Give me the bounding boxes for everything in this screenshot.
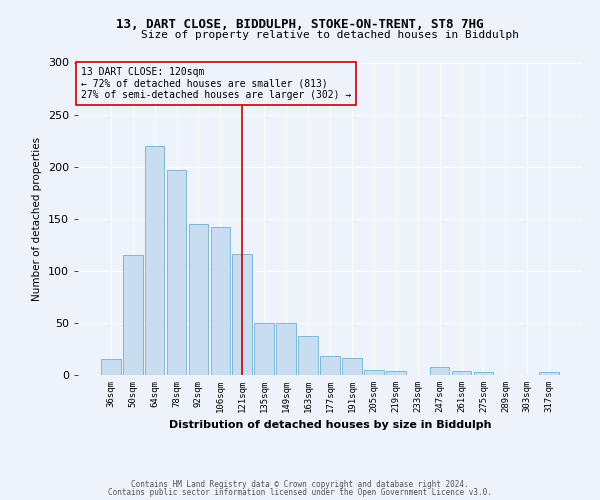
Text: Contains HM Land Registry data © Crown copyright and database right 2024.: Contains HM Land Registry data © Crown c… <box>131 480 469 489</box>
Bar <box>101 360 121 375</box>
X-axis label: Distribution of detached houses by size in Biddulph: Distribution of detached houses by size … <box>169 420 491 430</box>
Bar <box>254 323 274 375</box>
Bar <box>167 170 187 375</box>
Text: Contains public sector information licensed under the Open Government Licence v3: Contains public sector information licen… <box>108 488 492 497</box>
Bar <box>342 358 362 375</box>
Bar <box>539 372 559 375</box>
Bar <box>452 371 472 375</box>
Bar <box>473 372 493 375</box>
Bar <box>232 254 252 375</box>
Bar <box>386 371 406 375</box>
Y-axis label: Number of detached properties: Number of detached properties <box>32 136 42 301</box>
Text: 13, DART CLOSE, BIDDULPH, STOKE-ON-TRENT, ST8 7HG: 13, DART CLOSE, BIDDULPH, STOKE-ON-TRENT… <box>116 18 484 30</box>
Bar <box>364 370 384 375</box>
Bar <box>430 366 449 375</box>
Bar <box>298 336 318 375</box>
Bar <box>123 255 143 375</box>
Bar <box>211 227 230 375</box>
Bar <box>145 146 164 375</box>
Title: Size of property relative to detached houses in Biddulph: Size of property relative to detached ho… <box>141 30 519 40</box>
Text: 13 DART CLOSE: 120sqm
← 72% of detached houses are smaller (813)
27% of semi-det: 13 DART CLOSE: 120sqm ← 72% of detached … <box>80 67 351 100</box>
Bar <box>276 323 296 375</box>
Bar <box>188 224 208 375</box>
Bar <box>320 356 340 375</box>
